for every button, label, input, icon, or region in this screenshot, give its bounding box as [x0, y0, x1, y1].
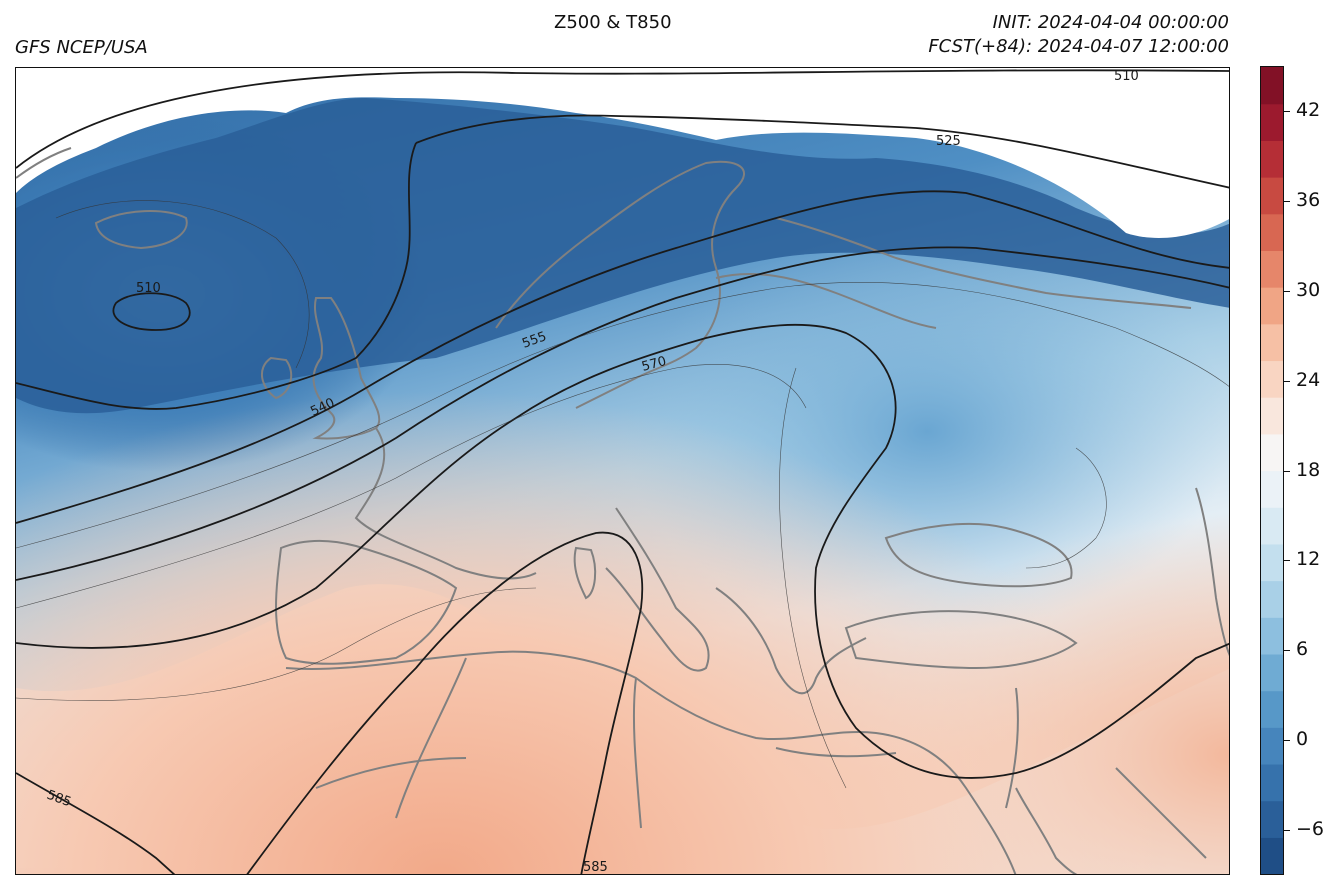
colorbar-band [1261, 690, 1283, 728]
colorbar-band [1261, 360, 1283, 398]
colorbar-tick [1284, 380, 1290, 382]
contour-label: 510 [1114, 69, 1139, 84]
colorbar-band [1261, 543, 1283, 582]
colorbar-tick [1284, 200, 1290, 202]
colorbar-band [1261, 397, 1283, 435]
contour-labels: 510 525 510 555 570 540 585 585 [45, 69, 1139, 875]
colorbar-tick-label: 0 [1296, 728, 1309, 751]
colorbar-band [1261, 213, 1283, 252]
colorbar-band [1261, 763, 1283, 802]
colorbar-band [1261, 287, 1283, 325]
model-source-label: GFS NCEP/USA [15, 37, 148, 58]
weather-map: 510 525 510 555 570 540 585 585 [15, 67, 1230, 875]
colorbar-tick [1284, 470, 1290, 472]
colorbar-tick [1284, 110, 1290, 112]
t850-isolines [16, 200, 1229, 789]
colorbar-band [1261, 67, 1283, 105]
colorbar-band [1261, 507, 1283, 545]
contour-label: 510 [136, 281, 161, 296]
colorbar-tick-label: 30 [1296, 278, 1321, 301]
init-time-label: INIT: 2024-04-04 00:00:00 [992, 12, 1229, 33]
colorbar-tick-label: 18 [1296, 458, 1321, 481]
contour-label: 585 [583, 860, 608, 875]
coastlines [16, 147, 1229, 874]
colorbar-band [1261, 653, 1283, 692]
contour-label: 570 [640, 354, 668, 375]
colorbar-tick-label: 24 [1296, 368, 1321, 391]
colorbar-tick-label: 6 [1296, 638, 1309, 661]
contour-label: 525 [936, 134, 961, 149]
colorbar-band [1261, 323, 1283, 362]
map-title: Z500 & T850 [554, 12, 672, 33]
colorbar-band [1261, 140, 1283, 178]
colorbar-band [1261, 580, 1283, 618]
colorbar-tick [1284, 290, 1290, 292]
colorbar-tick [1284, 740, 1290, 742]
colorbar-band [1261, 103, 1283, 141]
colorbar-gradient [1261, 67, 1283, 874]
z500-contours [16, 69, 1229, 874]
colorbar-tick [1284, 830, 1290, 832]
colorbar-tick-label: 42 [1296, 98, 1321, 121]
colorbar-tick-label: −6 [1296, 818, 1325, 841]
colorbar-band [1261, 617, 1283, 655]
no-data-region [16, 68, 1229, 238]
colorbar-band [1261, 433, 1283, 472]
colorbar-band [1261, 727, 1283, 765]
colorbar-tick-label: 12 [1296, 548, 1321, 571]
colorbar-band [1261, 800, 1283, 838]
colorbar-band [1261, 177, 1283, 215]
colorbar [1260, 66, 1284, 875]
map-canvas: 510 525 510 555 570 540 585 585 [16, 68, 1229, 875]
colorbar-tick [1284, 650, 1290, 652]
colorbar-band [1261, 470, 1283, 508]
colorbar-tick [1284, 560, 1290, 562]
colorbar-tick-label: 36 [1296, 188, 1321, 211]
forecast-time-label: FCST(+84): 2024-04-07 12:00:00 [928, 36, 1229, 57]
colorbar-band [1261, 837, 1283, 874]
colorbar-band [1261, 250, 1283, 288]
